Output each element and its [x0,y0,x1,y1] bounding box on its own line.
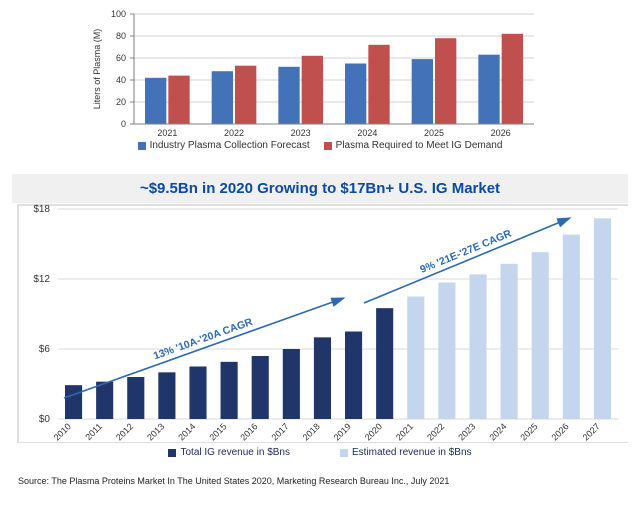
ig-market-legend: Total IG revenue in $Bns Estimated revenu… [12,447,628,458]
legend-item: Plasma Required to Meet IG Demand [324,140,503,151]
svg-text:2017: 2017 [270,421,291,442]
svg-text:80: 80 [116,31,126,41]
svg-text:2013: 2013 [145,421,166,442]
svg-text:$18: $18 [33,204,50,215]
svg-text:2022: 2022 [425,421,446,442]
legend-item: Estimated revenue in $Bns [340,447,472,458]
ig-market-title: ~$9.5Bn in 2020 Growing to $17Bn+ U.S. I… [12,174,628,203]
ig-market-chart: ~$9.5Bn in 2020 Growing to $17Bn+ U.S. I… [12,174,628,464]
svg-text:2012: 2012 [114,421,135,442]
svg-text:2025: 2025 [518,421,539,442]
svg-text:2021: 2021 [394,421,415,442]
source-citation: Source: The Plasma Proteins Market In Th… [18,476,628,486]
svg-text:2024: 2024 [487,421,508,442]
svg-text:2016: 2016 [238,421,259,442]
svg-text:2023: 2023 [456,421,477,442]
svg-text:$0: $0 [39,414,51,425]
svg-text:2019: 2019 [332,421,353,442]
svg-text:2026: 2026 [491,128,511,138]
plasma-liters-chart: 0 20 40 60 80 100 Liters of Plasma (M) 2021 2022… [12,8,628,168]
svg-text:2025: 2025 [424,128,444,138]
svg-text:100: 100 [111,9,126,19]
legend-item: Industry Plasma Collection Forecast [138,140,310,151]
svg-text:2015: 2015 [207,421,228,442]
svg-text:40: 40 [116,75,126,85]
svg-text:2026: 2026 [550,421,571,442]
svg-text:2021: 2021 [157,128,177,138]
svg-text:9% '21E-'27E CAGR: 9% '21E-'27E CAGR [418,227,513,276]
svg-text:Liters of Plasma (M): Liters of Plasma (M) [92,29,102,110]
svg-text:60: 60 [116,53,126,63]
svg-text:$12: $12 [33,274,50,285]
svg-text:2020: 2020 [363,421,384,442]
svg-text:20: 20 [116,97,126,107]
plasma-liters-legend: Industry Plasma Collection Forecast Plasm… [12,140,628,151]
legend-item: Total IG revenue in $Bns [168,447,290,458]
svg-text:2022: 2022 [224,128,244,138]
svg-text:2011: 2011 [83,421,104,442]
svg-text:2010: 2010 [52,421,73,442]
svg-text:2024: 2024 [357,128,377,138]
svg-text:2027: 2027 [581,421,602,442]
svg-text:$6: $6 [39,344,51,355]
svg-text:2018: 2018 [301,421,322,442]
svg-text:13% '10A-'20A CAGR: 13% '10A-'20A CAGR [152,316,255,363]
svg-text:2023: 2023 [291,128,311,138]
svg-text:2014: 2014 [176,421,197,442]
svg-text:0: 0 [121,119,126,129]
